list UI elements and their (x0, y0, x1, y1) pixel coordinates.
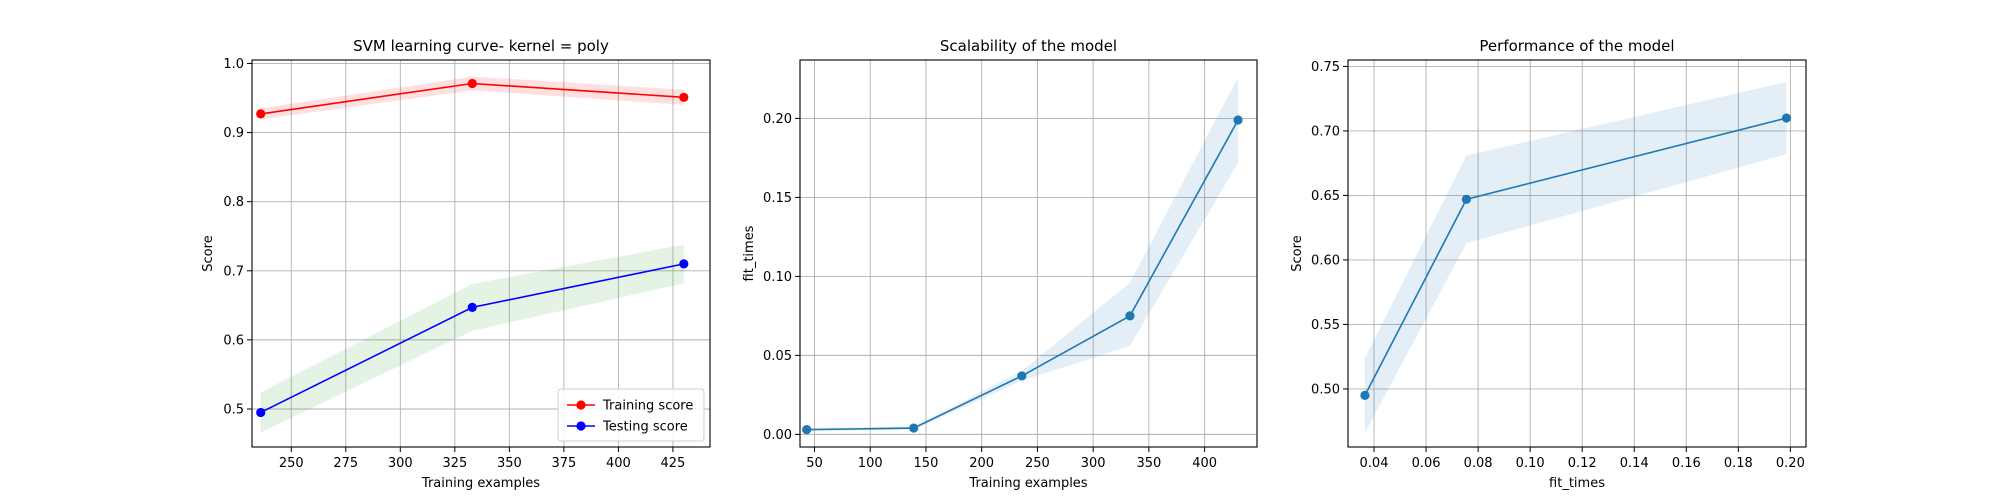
data-point (1360, 390, 1370, 400)
x-tick-label: 275 (333, 456, 358, 471)
x-tick-label: 0.20 (1776, 456, 1805, 471)
y-tick-label: 0.9 (223, 126, 244, 141)
y-tick-label: 0.00 (763, 428, 792, 443)
data-point (679, 92, 689, 102)
y-tick-label: 0.50 (1311, 382, 1340, 397)
y-tick-label: 1.0 (223, 57, 244, 72)
x-tick-label: 400 (606, 456, 631, 471)
legend-marker (576, 421, 586, 431)
confidence-band (260, 76, 684, 120)
axes-frame (251, 59, 711, 448)
y-tick-label: 0.60 (1311, 253, 1340, 268)
chart-title: Performance of the model (1479, 37, 1674, 55)
x-tick-label: 250 (1025, 456, 1050, 471)
y-tick-label: 0.10 (763, 270, 792, 285)
confidence-band (260, 244, 684, 433)
y-tick-label: 0.55 (1311, 318, 1340, 333)
performance-chart: 0.04 0.06 0.08 0.10 0.12 0.14 0.16 0.18 0.20 0.50… (1290, 37, 1807, 491)
x-tick-label: 375 (551, 456, 576, 471)
x-tick-label: 200 (969, 456, 994, 471)
chart-title: SVM learning curve- kernel = poly (353, 37, 609, 55)
x-tick-label: 0.10 (1516, 456, 1545, 471)
data-point (1017, 371, 1027, 381)
data-point (1233, 115, 1243, 125)
legend-label: Testing score (602, 420, 688, 435)
x-tick-label: 350 (497, 456, 522, 471)
data-point (467, 302, 477, 313)
data-point (802, 425, 812, 435)
y-tick-label: 0.15 (763, 191, 792, 206)
confidence-band (1364, 81, 1787, 433)
x-tick-label: 0.16 (1672, 456, 1701, 471)
legend: Training score Testing score (557, 388, 705, 442)
data-point (1125, 311, 1135, 321)
x-tick-label: 350 (1136, 456, 1161, 471)
chart-title: Scalability of the model (940, 37, 1117, 55)
data-point (256, 109, 266, 119)
y-tick-label: 0.6 (223, 333, 244, 348)
x-axis-label: Training examples (968, 476, 1087, 491)
x-tick-label: 250 (279, 456, 304, 471)
x-tick-label: 150 (914, 456, 939, 471)
learning-curve-chart: 250 275 300 325 350 375 400 425 0.5 0.6 0.7 0.8 0.9 1… (201, 37, 711, 491)
x-tick-label: 300 (388, 456, 413, 471)
axes-frame (799, 59, 1258, 448)
x-tick-label: 0.06 (1412, 456, 1441, 471)
x-tick-label: 0.14 (1620, 456, 1649, 471)
legend-box (557, 388, 705, 442)
x-tick-label: 325 (442, 456, 467, 471)
legend-marker (576, 400, 586, 410)
x-tick-label: 425 (661, 456, 686, 471)
axes-frame (1347, 59, 1807, 448)
y-tick-label: 0.20 (763, 112, 792, 127)
y-tick-label: 0.65 (1311, 189, 1340, 204)
legend-label: Training score (602, 399, 693, 414)
data-point (679, 259, 689, 269)
x-tick-label: 400 (1192, 456, 1217, 471)
data-point (1461, 194, 1472, 204)
x-axis-label: fit_times (1549, 476, 1605, 491)
x-tick-label: 0.04 (1360, 456, 1389, 471)
x-tick-label: 0.12 (1568, 456, 1597, 471)
y-tick-label: 0.5 (223, 402, 244, 417)
y-tick-label: 0.7 (223, 264, 244, 279)
x-tick-label: 0.18 (1724, 456, 1753, 471)
y-tick-label: 0.75 (1311, 60, 1340, 75)
y-tick-label: 0.05 (763, 349, 792, 364)
x-tick-label: 50 (806, 456, 823, 471)
y-axis-label: fit_times (742, 225, 757, 281)
x-tick-label: 100 (858, 456, 883, 471)
y-axis-label: Score (1290, 235, 1305, 271)
x-tick-label: 0.08 (1464, 456, 1493, 471)
y-tick-label: 0.70 (1311, 124, 1340, 139)
data-point (467, 78, 477, 89)
x-axis-label: Training examples (421, 476, 540, 491)
x-tick-label: 300 (1081, 456, 1106, 471)
data-point (256, 407, 266, 418)
data-point (909, 423, 919, 433)
y-axis-label: Score (201, 235, 216, 271)
data-point (1781, 113, 1792, 123)
confidence-band (806, 77, 1239, 432)
y-tick-label: 0.8 (223, 195, 244, 210)
scalability-chart: 50 100 150 200 250 300 350 400 0.00 0.05 0.10 0.15 0… (742, 37, 1258, 491)
